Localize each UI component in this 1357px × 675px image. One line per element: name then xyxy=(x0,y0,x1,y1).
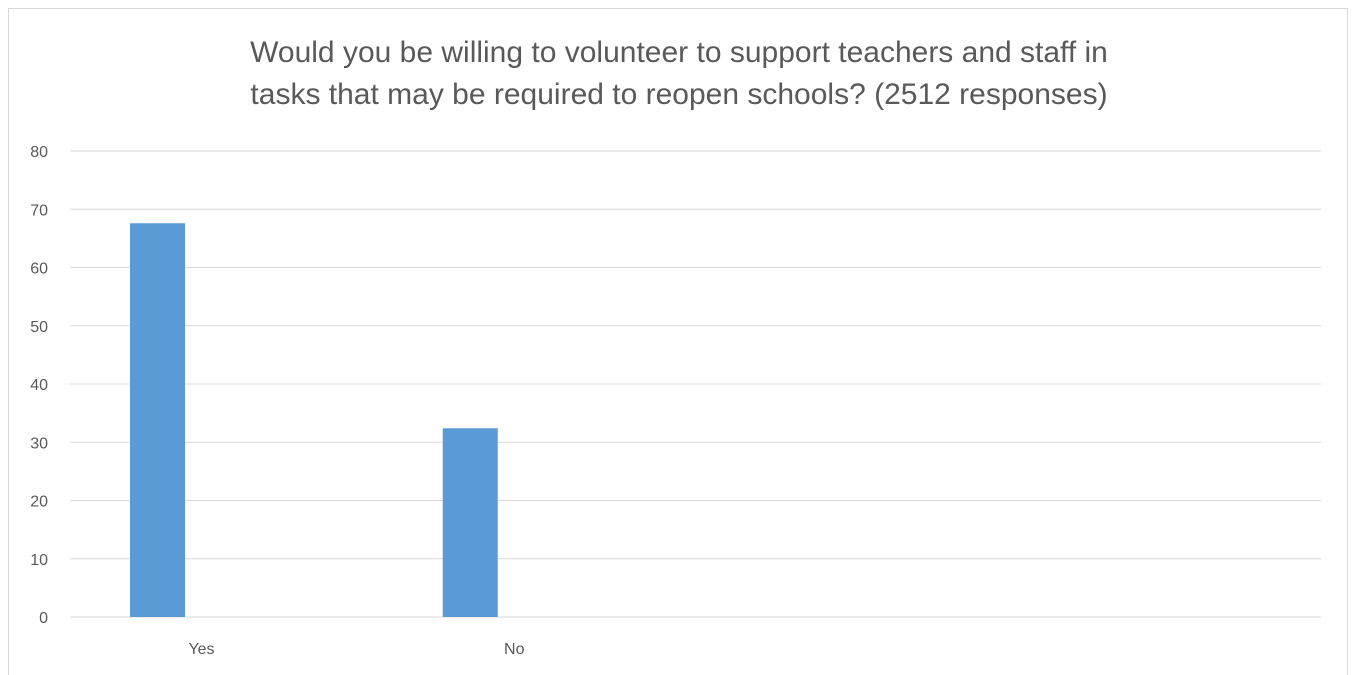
y-tick-label-30: 30 xyxy=(30,435,48,452)
chart-title-line-2: tasks that may be required to reopen sch… xyxy=(250,78,1108,111)
x-tick-label-no: No xyxy=(504,641,525,658)
bar-no xyxy=(442,428,498,617)
y-tick-label-60: 60 xyxy=(30,261,48,278)
x-tick-label-yes: Yes xyxy=(188,641,214,658)
y-tick-label-0: 0 xyxy=(39,610,48,627)
y-tick-label-70: 70 xyxy=(30,202,48,219)
y-tick-label-10: 10 xyxy=(30,552,48,569)
chart-area: Would you be willing to volunteer to sup… xyxy=(8,8,1348,675)
y-tick-label-40: 40 xyxy=(30,377,48,394)
bar-yes xyxy=(130,223,185,618)
y-tick-label-80: 80 xyxy=(30,144,48,161)
y-tick-label-50: 50 xyxy=(30,319,48,336)
chart-title-line-1: Would you be willing to volunteer to sup… xyxy=(250,36,1108,69)
chart-title: Would you be willing to volunteer to sup… xyxy=(9,32,1349,116)
y-tick-label-20: 20 xyxy=(30,494,48,511)
